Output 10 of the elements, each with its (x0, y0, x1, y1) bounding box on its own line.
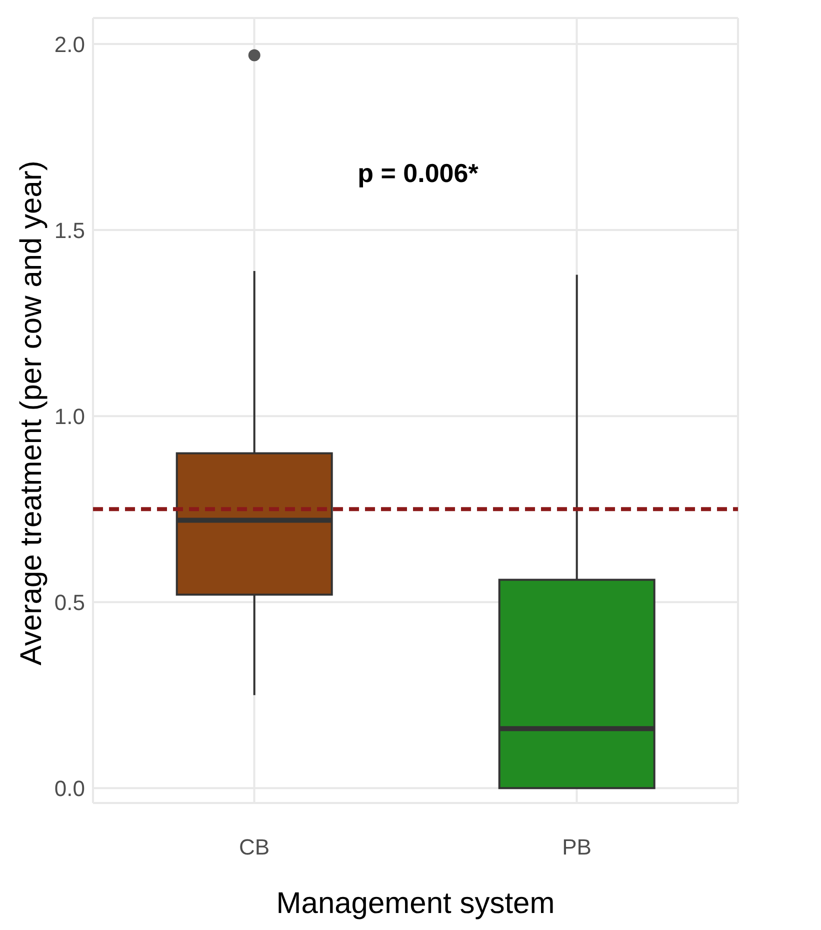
y-tick-label: 0.5 (54, 590, 85, 615)
y-axis-title: Average treatment (per cow and year) (15, 160, 49, 668)
x-tick-label: PB (562, 834, 592, 860)
y-tick-label: 0.0 (54, 776, 85, 801)
annotation: p = 0.006* (356, 158, 480, 189)
y-tick-label: 2.0 (54, 32, 85, 57)
x-tick-label: CB (238, 834, 270, 860)
y-tick-label: 1.0 (54, 404, 85, 429)
x-axis-title: Management system (276, 887, 555, 920)
y-tick-label: 1.5 (54, 218, 85, 243)
